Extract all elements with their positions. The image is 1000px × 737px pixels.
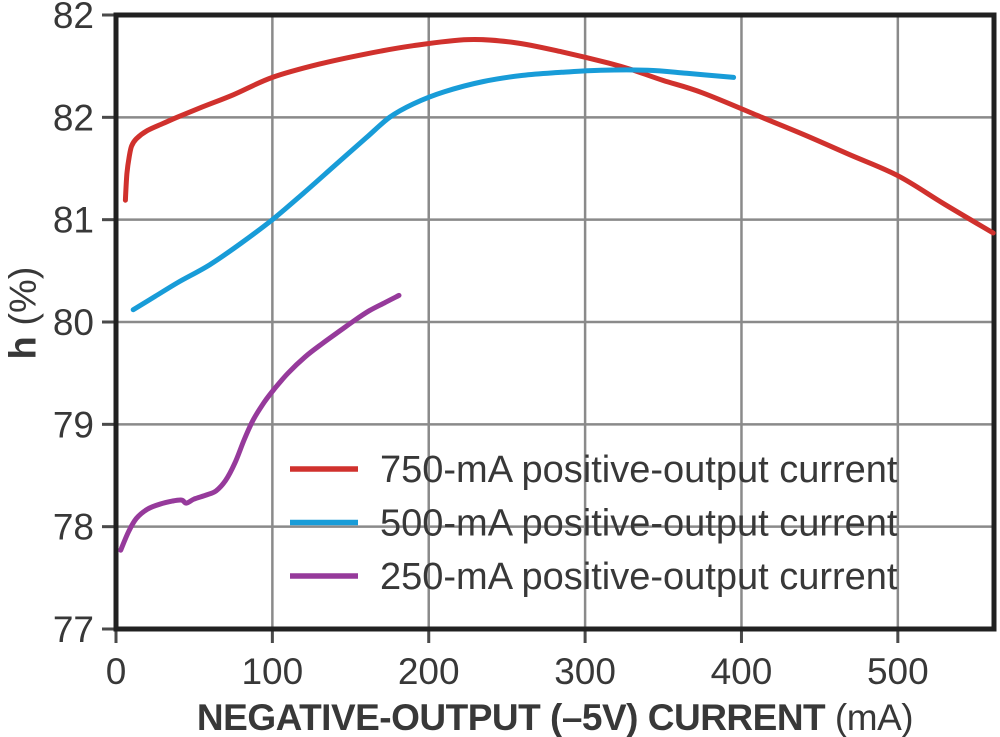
y-tick-label: 79 [53,404,94,445]
y-tick-label: 82 [53,97,94,138]
legend-label: 250-mA positive-output current [380,556,898,598]
legend-label: 500-mA positive-output current [380,503,898,545]
y-axis-title-unit: (%) [2,266,45,337]
x-tick-label: 300 [554,651,616,692]
y-tick-label: 77 [53,609,94,650]
y-tick-label: 81 [53,200,94,241]
y-tick-label: 78 [53,507,94,548]
plot-border [113,12,997,632]
x-axis-title-main: NEGATIVE-OUTPUT (–5V) CURRENT [196,697,826,737]
x-axis-title-unit: (mA) [825,697,914,737]
x-tick-label: 0 [106,651,127,692]
series-curve-750mA [122,36,996,236]
x-tick-label: 200 [398,651,460,692]
series-curve-250mA [118,292,402,553]
x-axis-title: NEGATIVE-OUTPUT (–5V) CURRENT (mA) [196,697,914,737]
legend-label: 750-mA positive-output current [380,449,898,491]
x-tick-label: 100 [241,651,303,692]
x-tick-label: 400 [711,651,773,692]
y-tick-label: 82 [53,0,94,36]
x-tick-label: 500 [867,651,929,692]
y-axis-title: h (%) [3,267,46,360]
y-tick-label: 80 [53,302,94,343]
y-axis-title-main: h [2,336,45,360]
series-curve-500mA [130,67,737,313]
